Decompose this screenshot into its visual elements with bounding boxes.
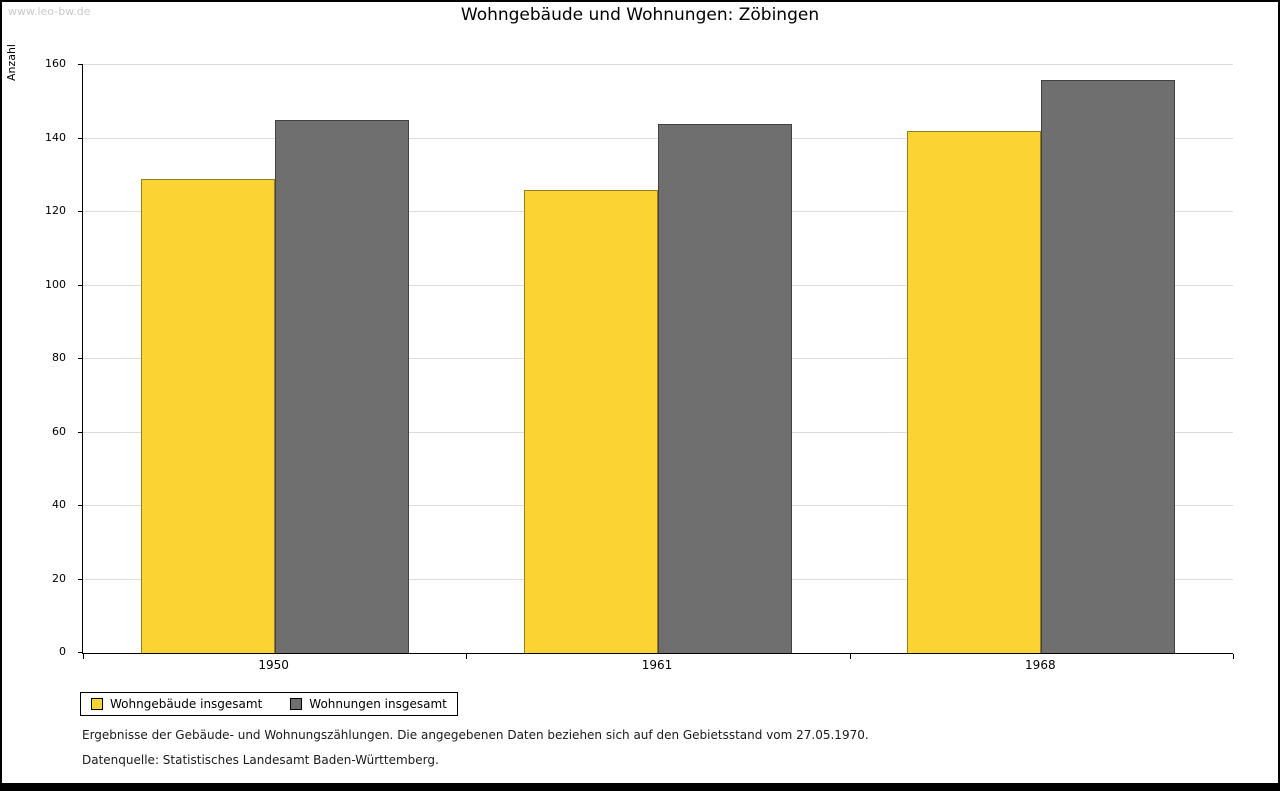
x-tick-label: 1961: [641, 658, 673, 672]
bar-wohnungen-insgesamt: [657, 123, 792, 653]
y-tick-label: 20: [52, 571, 66, 585]
bar-group: [466, 65, 849, 653]
x-tick: [849, 654, 851, 659]
bar-group: [850, 65, 1233, 653]
y-tick: [78, 505, 83, 506]
x-tick: [1233, 654, 1234, 659]
y-tick: [78, 652, 83, 653]
y-tick: [78, 284, 83, 286]
y-tick-label: 60: [52, 424, 66, 438]
legend: Wohngebäude insgesamt Wohnungen insgesamt: [80, 692, 458, 716]
bars-layer: [83, 65, 1233, 653]
plot-area: [78, 64, 1234, 659]
y-tick: [78, 358, 83, 359]
y-tick: [78, 578, 83, 580]
legend-label: Wohngebäude insgesamt: [110, 697, 263, 711]
x-tick: [466, 654, 468, 659]
bar-wohngebäude-insgesamt: [140, 178, 275, 653]
gridline: [83, 64, 1233, 65]
y-tick-label: 0: [59, 645, 66, 658]
bar-wohnungen-insgesamt: [274, 120, 409, 653]
bar-wohngebäude-insgesamt: [523, 189, 658, 653]
legend-swatch: [290, 698, 303, 710]
x-tick-label: 1968: [1025, 658, 1056, 672]
y-tick: [78, 431, 83, 433]
legend-label: Wohnungen insgesamt: [309, 697, 447, 711]
legend-entry: Wohngebäude insgesamt: [91, 697, 262, 711]
footnote-datenquelle: Datenquelle: Statistisches Landesamt Bad…: [82, 753, 439, 767]
chart-title: Wohngebäude und Wohnungen: Zöbingen: [460, 5, 820, 25]
footnote-gebietsstand: Ergebnisse der Gebäude- und Wohnungszähl…: [82, 728, 869, 742]
bar-wohngebäude-insgesamt: [907, 131, 1042, 653]
y-axis-labels: 0 20 40 60 80 100 120 140 160: [2, 58, 74, 658]
legend-swatch: [91, 698, 103, 710]
y-tick-label: 160: [45, 57, 66, 70]
y-tick-label: 80: [52, 351, 66, 364]
legend-entry: Wohnungen insgesamt: [290, 697, 447, 711]
y-tick-label: 100: [45, 277, 66, 291]
y-tick-label: 140: [45, 130, 66, 144]
x-axis-labels: 1950 1961 1968: [82, 658, 1232, 672]
y-tick-label: 40: [52, 498, 66, 511]
y-tick: [78, 137, 83, 139]
bar-wohnungen-insgesamt: [1041, 79, 1176, 653]
x-tick: [83, 654, 84, 659]
y-tick-label: 120: [45, 204, 66, 217]
bar-group: [83, 65, 466, 653]
x-tick-label: 1950: [258, 658, 289, 672]
watermark: www.leo-bw.de: [8, 5, 91, 18]
y-tick: [78, 64, 83, 65]
y-tick: [78, 211, 83, 212]
